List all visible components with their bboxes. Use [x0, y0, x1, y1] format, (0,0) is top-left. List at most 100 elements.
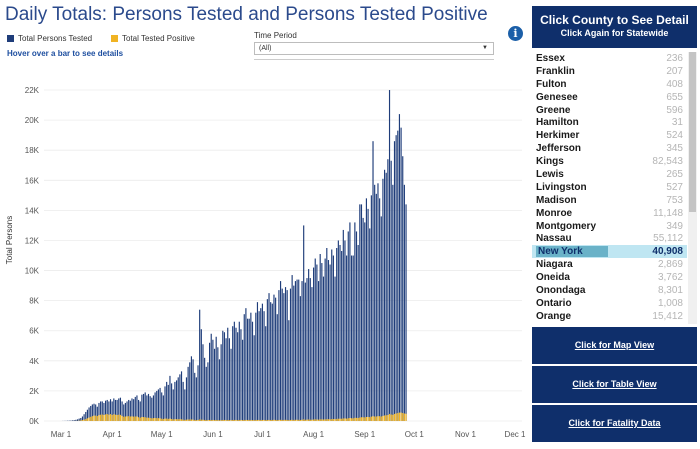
- bar-tested[interactable]: [134, 396, 136, 421]
- county-row[interactable]: Essex 236: [532, 52, 687, 65]
- bar-positive[interactable]: [265, 420, 267, 421]
- bar-tested[interactable]: [139, 401, 141, 421]
- county-row[interactable]: Oneida 3,762: [532, 271, 687, 284]
- bar-tested[interactable]: [111, 401, 113, 421]
- bar-positive[interactable]: [174, 419, 176, 421]
- bar-tested[interactable]: [265, 326, 267, 421]
- bar-tested[interactable]: [384, 169, 386, 421]
- bar-positive[interactable]: [124, 416, 126, 421]
- bar-tested[interactable]: [255, 312, 257, 421]
- bar-positive[interactable]: [308, 419, 310, 422]
- bar-positive[interactable]: [93, 415, 95, 421]
- bar-positive[interactable]: [151, 418, 153, 421]
- bar-positive[interactable]: [270, 419, 272, 421]
- bar-tested[interactable]: [304, 282, 306, 421]
- bar-tested[interactable]: [100, 401, 102, 421]
- bar-tested[interactable]: [200, 329, 202, 421]
- bar-positive[interactable]: [347, 418, 349, 421]
- bar-tested[interactable]: [332, 255, 334, 421]
- bar-positive[interactable]: [215, 419, 217, 421]
- bar-positive[interactable]: [324, 419, 326, 421]
- bar-tested[interactable]: [217, 347, 219, 421]
- bar-tested[interactable]: [258, 311, 260, 421]
- bar-tested[interactable]: [133, 399, 135, 421]
- bar-positive[interactable]: [319, 419, 321, 421]
- bar-tested[interactable]: [248, 318, 250, 421]
- bar-tested[interactable]: [230, 348, 232, 421]
- bar-positive[interactable]: [403, 413, 405, 421]
- bar-tested[interactable]: [400, 127, 402, 421]
- bar-positive[interactable]: [106, 414, 108, 421]
- bar-tested[interactable]: [169, 375, 171, 421]
- bar-tested[interactable]: [268, 293, 270, 421]
- bar-positive[interactable]: [223, 419, 226, 421]
- bar-tested[interactable]: [167, 384, 169, 421]
- bar-tested[interactable]: [190, 356, 192, 421]
- bar-positive[interactable]: [374, 416, 376, 421]
- bar-positive[interactable]: [355, 417, 358, 421]
- bar-tested[interactable]: [73, 420, 75, 421]
- bar-positive[interactable]: [121, 415, 123, 421]
- bar-positive[interactable]: [296, 419, 298, 421]
- bar-tested[interactable]: [387, 159, 389, 422]
- bar-tested[interactable]: [253, 335, 255, 421]
- bar-positive[interactable]: [359, 417, 361, 421]
- bar-positive[interactable]: [192, 419, 194, 421]
- bar-tested[interactable]: [380, 216, 382, 421]
- bar-positive[interactable]: [80, 420, 82, 421]
- bar-positive[interactable]: [136, 416, 138, 421]
- bar-positive[interactable]: [248, 419, 250, 421]
- bar-tested[interactable]: [162, 395, 164, 421]
- bar-positive[interactable]: [222, 419, 224, 421]
- bar-positive[interactable]: [314, 419, 316, 421]
- bar-positive[interactable]: [128, 416, 130, 421]
- bar-positive[interactable]: [152, 418, 155, 421]
- bar-positive[interactable]: [260, 419, 262, 421]
- bar-tested[interactable]: [232, 326, 234, 421]
- bar-tested[interactable]: [76, 419, 79, 421]
- bar-tested[interactable]: [309, 278, 311, 421]
- bar-positive[interactable]: [281, 419, 283, 421]
- bar-tested[interactable]: [101, 401, 103, 421]
- bar-positive[interactable]: [164, 418, 166, 421]
- table-view-button[interactable]: Click for Table View: [532, 366, 697, 403]
- bar-positive[interactable]: [367, 416, 369, 421]
- bar-tested[interactable]: [271, 303, 273, 421]
- bar-tested[interactable]: [382, 178, 384, 421]
- county-row[interactable]: Fulton 408: [532, 78, 687, 91]
- bar-tested[interactable]: [228, 338, 230, 421]
- bar-tested[interactable]: [405, 204, 407, 421]
- bar-tested[interactable]: [374, 184, 376, 421]
- bar-positive[interactable]: [141, 416, 143, 421]
- bar-tested[interactable]: [324, 258, 326, 421]
- bar-tested[interactable]: [392, 184, 394, 421]
- bar-positive[interactable]: [175, 419, 178, 421]
- county-row[interactable]: Nassau 55,112: [532, 232, 687, 245]
- bar-tested[interactable]: [159, 387, 161, 421]
- bar-positive[interactable]: [251, 420, 254, 421]
- bar-positive[interactable]: [354, 417, 356, 421]
- bar-positive[interactable]: [235, 419, 237, 421]
- bar-tested[interactable]: [78, 418, 80, 421]
- bar-positive[interactable]: [245, 419, 247, 421]
- bar-positive[interactable]: [398, 412, 401, 421]
- bar-positive[interactable]: [350, 418, 353, 421]
- bar-positive[interactable]: [139, 417, 141, 421]
- bar-tested[interactable]: [329, 264, 331, 421]
- bar-tested[interactable]: [316, 264, 318, 421]
- bar-positive[interactable]: [177, 419, 179, 421]
- info-icon[interactable]: i: [508, 26, 523, 41]
- bar-tested[interactable]: [109, 399, 112, 421]
- bar-tested[interactable]: [331, 249, 333, 422]
- county-row[interactable]: Hamilton 31: [532, 116, 687, 129]
- bar-tested[interactable]: [147, 393, 150, 421]
- bar-positive[interactable]: [258, 419, 260, 421]
- bar-positive[interactable]: [237, 420, 239, 421]
- bar-tested[interactable]: [339, 244, 341, 421]
- bar-positive[interactable]: [369, 417, 371, 421]
- bar-positive[interactable]: [162, 419, 164, 421]
- bar-positive[interactable]: [283, 419, 285, 421]
- bar-tested[interactable]: [90, 405, 92, 421]
- bar-tested[interactable]: [278, 290, 280, 421]
- bar-tested[interactable]: [86, 409, 88, 421]
